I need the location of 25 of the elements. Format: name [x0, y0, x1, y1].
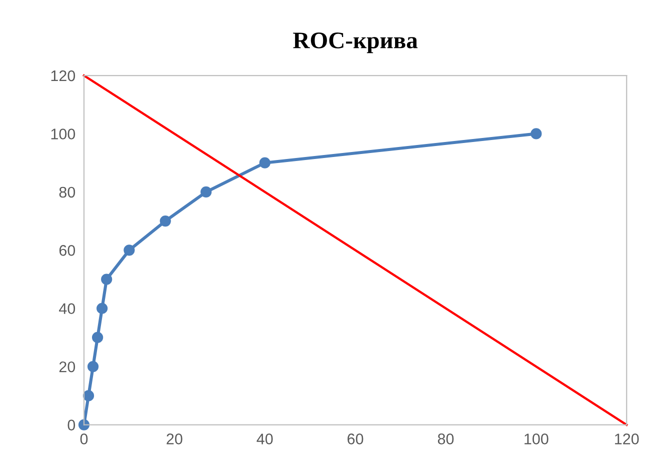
x-tick-label: 100 — [524, 434, 548, 444]
y-tick-label: 0 — [68, 420, 76, 430]
x-tick-label: 120 — [615, 434, 639, 444]
point — [124, 244, 135, 256]
point — [530, 128, 542, 140]
point — [259, 157, 270, 168]
y-tick-label: 120 — [51, 70, 76, 82]
point — [87, 361, 99, 372]
x-tick-label: 0 — [80, 434, 88, 444]
y-tick-label: 40 — [59, 303, 76, 314]
y-tick-label: 20 — [59, 361, 76, 372]
point — [82, 390, 94, 402]
point — [200, 186, 212, 198]
y-tick-label: 80 — [59, 186, 76, 198]
x-tick-label: 80 — [438, 434, 454, 444]
chart-title: ROC-крива — [293, 32, 418, 54]
point — [92, 332, 104, 344]
point — [160, 215, 171, 227]
y-tick-label: 100 — [51, 128, 76, 140]
y-tick-label: 60 — [59, 245, 76, 256]
x-tick-label: 60 — [348, 434, 364, 444]
x-tick-label: 40 — [256, 434, 273, 444]
x-tick-label: 20 — [166, 434, 182, 444]
point — [96, 302, 108, 314]
point — [101, 274, 112, 285]
